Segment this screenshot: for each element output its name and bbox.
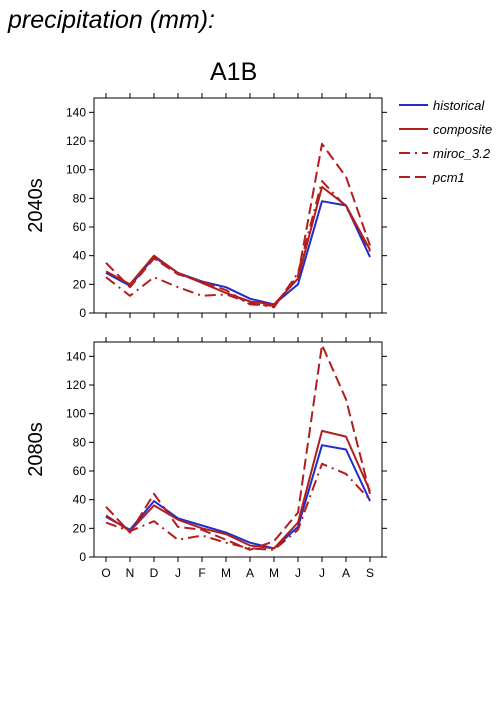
y-tick-label: 80 bbox=[73, 435, 87, 449]
y-tick-label: 40 bbox=[73, 249, 87, 263]
y-tick-label: 100 bbox=[66, 407, 86, 421]
x-tick-label: D bbox=[150, 566, 159, 580]
y-tick-label: 20 bbox=[73, 521, 87, 535]
series-line-composite bbox=[105, 185, 371, 306]
series-line-pcm1 bbox=[105, 142, 371, 307]
x-tick-label: F bbox=[198, 566, 205, 580]
plot-frame-1 bbox=[93, 341, 383, 558]
series-line-miroc-3-2 bbox=[105, 180, 371, 309]
x-tick-label: J bbox=[319, 566, 325, 580]
x-tick-label: J bbox=[175, 566, 181, 580]
x-tick-label: M bbox=[221, 566, 231, 580]
x-tick-label: O bbox=[101, 566, 110, 580]
y-tick-label: 100 bbox=[66, 163, 86, 177]
y-tick-label: 120 bbox=[66, 134, 86, 148]
x-tick-label: A bbox=[246, 566, 254, 580]
x-tick-label: J bbox=[295, 566, 301, 580]
series-line-historical bbox=[105, 444, 371, 550]
y-tick-label: 140 bbox=[66, 349, 86, 363]
legend-label: miroc_3.2 bbox=[433, 146, 491, 161]
y-tick-label: 20 bbox=[73, 277, 87, 291]
period-label-2080s: 2080s bbox=[25, 422, 47, 477]
y-tick-label: 140 bbox=[66, 105, 86, 119]
y-tick-label: 120 bbox=[66, 378, 86, 392]
legend-label: historical bbox=[433, 98, 485, 113]
page-title: precipitation (mm): bbox=[8, 6, 215, 34]
legend-label: composite bbox=[433, 122, 492, 137]
y-tick-label: 40 bbox=[73, 493, 87, 507]
y-tick-label: 60 bbox=[73, 464, 87, 478]
series-line-pcm1 bbox=[105, 343, 371, 551]
series-line-historical bbox=[105, 200, 371, 306]
plot-frame-0 bbox=[93, 97, 383, 314]
legend-label: pcm1 bbox=[432, 170, 465, 185]
y-tick-label: 0 bbox=[79, 550, 86, 564]
period-label-2040s: 2040s bbox=[25, 178, 47, 233]
y-tick-label: 60 bbox=[73, 220, 87, 234]
series-line-composite bbox=[105, 429, 371, 550]
y-tick-label: 0 bbox=[79, 306, 86, 320]
x-tick-label: A bbox=[342, 566, 350, 580]
scenario-title: A1B bbox=[210, 58, 258, 86]
x-tick-label: M bbox=[269, 566, 279, 580]
x-tick-label: S bbox=[366, 566, 374, 580]
x-tick-label: N bbox=[126, 566, 135, 580]
y-tick-label: 80 bbox=[73, 191, 87, 205]
